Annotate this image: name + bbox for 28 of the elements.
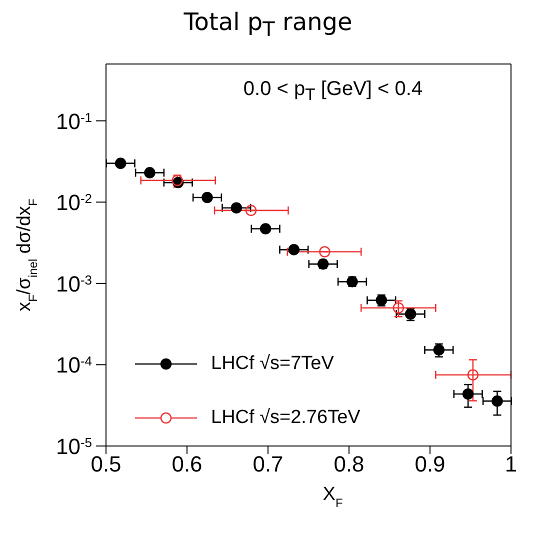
y-tick-label: 10$^{-5}$	[56, 434, 92, 459]
point	[462, 388, 474, 400]
x-axis-title: X$_{F}$	[322, 484, 343, 510]
x-tick-label: 0.8	[334, 452, 364, 477]
legend-label: LHCf √s=2.76TeV	[211, 407, 360, 429]
point	[392, 302, 404, 314]
y-tick-label: 10$^{-3}$	[56, 271, 92, 296]
point	[288, 244, 300, 256]
point	[260, 223, 272, 234]
x-tick-label: 0.9	[414, 452, 446, 477]
x-tick-label: 0.5	[90, 452, 122, 477]
point	[114, 158, 126, 169]
point	[202, 192, 213, 204]
legend-label: LHCf √s=7TeV	[211, 353, 334, 375]
y-tick-label: 10$^{-1}$	[56, 108, 92, 134]
point	[492, 395, 503, 407]
x-tick-label: 0.6	[172, 452, 202, 477]
chart-title: Total p$_{T}$ range	[184, 8, 352, 41]
point	[245, 204, 257, 216]
y-tick-label: 10$^{-2}$	[56, 190, 92, 216]
x-tick-label: 0.7	[252, 452, 284, 477]
y-tick-label: 10$^{-4}$	[56, 352, 92, 378]
point	[230, 202, 242, 214]
x-tick-label: 1	[504, 452, 518, 477]
point	[144, 167, 156, 178]
point	[319, 246, 330, 258]
annotation: 0.0 < p$_{T}$ [GeV] < 0.4	[243, 78, 423, 104]
point	[467, 369, 479, 381]
